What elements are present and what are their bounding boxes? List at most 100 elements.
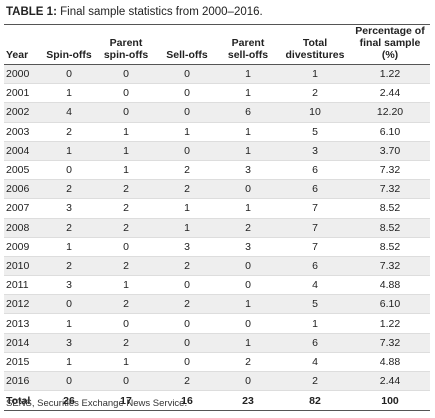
table-cell: 2: [280, 371, 350, 392]
table-cell: 4.88: [350, 275, 430, 296]
table-cell: 7.32: [350, 179, 430, 200]
year-cell: 2014: [4, 333, 44, 353]
year-cell: 2000: [4, 64, 44, 85]
year-cell: 2008: [4, 218, 44, 238]
table-caption-label: TABLE 1:: [6, 6, 57, 18]
table-row: 2004 1 1 0 1 3 3.70: [4, 141, 430, 161]
table-cell: 3.70: [350, 141, 430, 161]
table-cell: 0: [216, 179, 280, 200]
table-cell: 0: [44, 64, 94, 85]
table-footnote: SENS, Securities Exchange News Service.: [6, 398, 188, 409]
table-cell: 2: [216, 352, 280, 373]
column-header: Parent sell-offs: [216, 24, 280, 65]
table-cell: 2: [280, 83, 350, 104]
year-cell: 2002: [4, 102, 44, 123]
table-cell: 1: [216, 122, 280, 142]
column-header-line: Parent: [109, 37, 143, 49]
table-total-row: Total 26 17 16 23 82 100: [4, 390, 430, 412]
table-cell: 2: [44, 218, 94, 238]
total-cell: 16: [158, 390, 216, 412]
column-header-line: Parent: [231, 37, 265, 49]
table-cell: 2.44: [350, 83, 430, 104]
table-row: 2006 2 2 2 0 6 7.32: [4, 179, 430, 200]
table-cell: 0: [216, 275, 280, 296]
table-cell: 3: [280, 141, 350, 161]
table-cell: 3: [216, 160, 280, 181]
table-header-row: Year Spin-offs Parent spin-offs Sell-offs Par…: [4, 24, 430, 65]
table-cell: 8.52: [350, 218, 430, 238]
total-cell: 26: [44, 390, 94, 412]
column-header-line: final sample (%): [359, 37, 421, 61]
table-row: 2000 0 0 0 1 1 1.22: [4, 64, 430, 85]
table-cell: 4: [280, 352, 350, 373]
table-cell: 3: [44, 198, 94, 219]
column-header-line: divestitures: [285, 49, 345, 61]
column-header: Percentage of final sample (%): [350, 24, 430, 65]
table-cell: 2: [158, 256, 216, 277]
table-cell: 0: [44, 371, 94, 392]
table-cell: 1: [158, 218, 216, 238]
table-cell: 2: [94, 256, 158, 277]
table-row: 2008 2 2 1 2 7 8.52: [4, 218, 430, 238]
table-cell: 2: [44, 122, 94, 142]
table-cell: 0: [158, 313, 216, 334]
table-cell: 0: [44, 160, 94, 181]
table-cell: 6: [280, 160, 350, 181]
table-row: 2007 3 2 1 1 7 8.52: [4, 198, 430, 219]
table-cell: 3: [158, 237, 216, 257]
table-row: 2016 0 0 2 0 2 2.44: [4, 371, 430, 392]
sample-statistics-table: Year Spin-offs Parent spin-offs Sell-offs Par…: [4, 24, 430, 412]
table-row: 2005 0 1 2 3 6 7.32: [4, 160, 430, 181]
year-cell: 2003: [4, 122, 44, 142]
table-row: 2003 2 1 1 1 5 6.10: [4, 122, 430, 142]
table-cell: 0: [158, 64, 216, 85]
column-header: Parent spin-offs: [94, 24, 158, 65]
table-row: 2009 1 0 3 3 7 8.52: [4, 237, 430, 257]
column-header: Spin-offs: [44, 24, 94, 65]
table-cell: 1: [94, 352, 158, 373]
table-cell: 1.22: [350, 313, 430, 334]
table-row: 2002 4 0 0 6 10 12.20: [4, 102, 430, 123]
table-cell: 1: [216, 141, 280, 161]
table-cell: 1: [216, 83, 280, 104]
table-cell: 2: [158, 179, 216, 200]
table-cell: 1: [44, 141, 94, 161]
table-cell: 2: [158, 294, 216, 315]
table-cell: 0: [158, 275, 216, 296]
table-caption-text: Final sample statistics from 2000–2016.: [60, 6, 263, 18]
total-cell: 17: [94, 390, 158, 412]
table-cell: 0: [158, 333, 216, 353]
year-cell: 2006: [4, 179, 44, 200]
table-cell: 2: [94, 294, 158, 315]
column-header-line: spin-offs: [103, 49, 149, 61]
table-row: 2011 3 1 0 0 4 4.88: [4, 275, 430, 296]
year-cell: 2013: [4, 313, 44, 334]
table-cell: 1: [44, 237, 94, 257]
table-cell: 1: [280, 313, 350, 334]
year-cell: 2015: [4, 352, 44, 373]
table-cell: 2: [94, 179, 158, 200]
table-cell: 8.52: [350, 237, 430, 257]
table-cell: 6: [280, 179, 350, 200]
table-cell: 2.44: [350, 371, 430, 392]
table-cell: 0: [94, 371, 158, 392]
table-cell: 7.32: [350, 160, 430, 181]
year-cell: 2010: [4, 256, 44, 277]
table-cell: 1: [94, 122, 158, 142]
table-cell: 1: [94, 275, 158, 296]
table-cell: 0: [158, 102, 216, 123]
table-cell: 3: [216, 237, 280, 257]
total-cell: 100: [350, 390, 430, 412]
table-cell: 4: [280, 275, 350, 296]
table-cell: 2: [158, 371, 216, 392]
column-header-line: sell-offs: [227, 49, 269, 61]
table-cell: 1: [44, 352, 94, 373]
table-cell: 4: [44, 102, 94, 123]
table-cell: 1: [94, 160, 158, 181]
table-cell: 2: [94, 333, 158, 353]
table-cell: 4.88: [350, 352, 430, 373]
table-cell: 0: [158, 352, 216, 373]
table-cell: 0: [216, 313, 280, 334]
table-cell: 7: [280, 218, 350, 238]
table-body: 2000 0 0 0 1 1 1.22 2001 1 0 0 1 2 2.44 2002 4 0 0 6 10 12.2…: [4, 64, 430, 392]
